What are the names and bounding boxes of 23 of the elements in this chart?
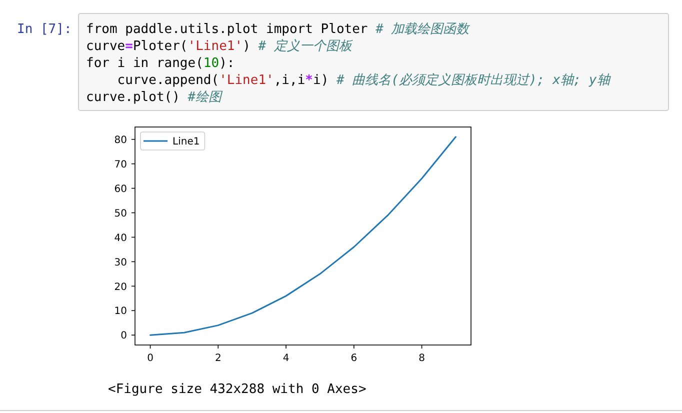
text: curve.plot() #绘图	[86, 90, 224, 105]
x-tick-label: 0	[147, 353, 154, 364]
y-tick-label: 50	[114, 208, 127, 220]
x-tick-label: 4	[282, 353, 290, 364]
y-tick-label: 10	[114, 306, 127, 318]
line-series	[150, 136, 456, 336]
text: In [7]:	[17, 22, 72, 37]
y-tick-label: 70	[114, 159, 127, 170]
legend-label: Line1	[172, 136, 200, 148]
y-tick-label: 0	[120, 330, 127, 342]
y-tick-label: 20	[114, 282, 127, 293]
x-tick-label: 8	[418, 353, 425, 364]
x-tick-label: 2	[214, 353, 222, 364]
text: curve=Ploter('Line1') # 定义一个图板	[86, 39, 353, 54]
x-tick-label: 6	[350, 353, 358, 364]
text: from paddle.utils.plot import Ploter # 加载绘图函数	[86, 22, 472, 37]
y-tick-label: 80	[114, 134, 127, 146]
y-tick-label: 30	[114, 257, 127, 268]
y-tick-label: 60	[114, 184, 127, 195]
y-tick-label: 40	[114, 232, 127, 244]
text: for i in range(10):	[86, 56, 235, 71]
text: curve.append('Line1',i,i*i) # 曲线名(必须定义图板时出现过); x轴; y轴	[86, 73, 611, 88]
text: <Figure size 432x288 with 0 Axes>	[108, 382, 366, 397]
